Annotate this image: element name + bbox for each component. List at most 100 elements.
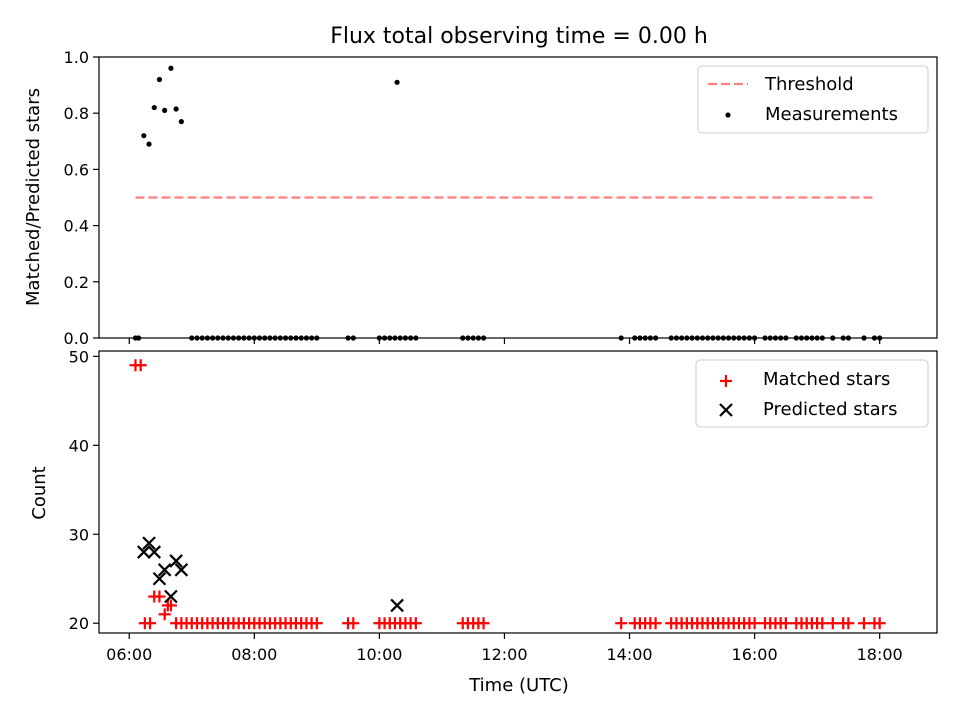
top-y-ticks: 0.0 0.2 0.4 0.6 0.8 1.0 (64, 48, 99, 348)
matched-star-point (409, 617, 422, 630)
measurement-point (830, 335, 836, 341)
measurement-point (225, 335, 231, 341)
predicted-star-point (164, 589, 178, 604)
matched-star-point (477, 617, 490, 630)
x-tick-label: 18:00 (857, 645, 903, 664)
x-tick-label: 06:00 (106, 645, 152, 664)
measurement-point (288, 335, 294, 341)
predicted-star-point (147, 545, 162, 559)
matched-star-point (164, 599, 177, 612)
measurement-point (210, 335, 216, 341)
bottom-x-ticks: 06:00 08:00 10:00 12:00 14:00 16:00 18:00 (106, 633, 903, 664)
measurement-point (394, 79, 400, 85)
measurement-point (204, 335, 210, 341)
measurement-point (309, 335, 315, 341)
measurement-point (632, 335, 638, 341)
measurement-point (751, 335, 758, 341)
measurement-point (314, 335, 320, 341)
measurement-point (215, 335, 221, 341)
measurement-point (481, 335, 487, 341)
measurement-point (256, 335, 263, 341)
measurement-point (387, 335, 393, 341)
measurement-point (668, 335, 674, 341)
measurement-point (845, 335, 852, 341)
legend-measurements-swatch (725, 112, 731, 118)
legend-threshold-label: Threshold (764, 74, 854, 95)
measurement-point (736, 335, 742, 341)
top-y-tick-label: 0.6 (64, 160, 89, 179)
measurement-point (173, 106, 179, 112)
legend-predicted-swatch (719, 403, 733, 417)
measurement-point (267, 335, 273, 341)
matched-star-point (134, 359, 147, 372)
bottom-axes-frame (98, 350, 938, 634)
top-y-tick-label: 0.4 (64, 217, 89, 236)
predicted-star-stroke (169, 554, 183, 568)
measurement-point (840, 335, 846, 341)
measurement-point (146, 141, 152, 147)
bottom-axes: 20 30 40 50 06:00 08:00 10:00 12:00 14:00 16:00 1… (29, 347, 938, 696)
top-y-axis-label: Matched/Predicted stars (23, 88, 44, 306)
legend-matched-swatch (720, 375, 732, 387)
matched-star-point (816, 617, 829, 630)
predicted-star-stroke (142, 536, 156, 550)
measurement-point (350, 335, 356, 341)
measurement-point (194, 335, 200, 341)
measurement-point (679, 335, 685, 341)
measurement-point (710, 335, 716, 341)
predicted-star-stroke (147, 545, 162, 559)
measurement-point (725, 335, 732, 341)
bottom-legend-box (695, 359, 929, 428)
predicted-star-point (152, 571, 167, 586)
measurement-point (778, 335, 784, 341)
matched-star-point (826, 617, 839, 630)
matched-star-point (347, 617, 360, 630)
predicted-star-point (137, 545, 151, 559)
measurement-point (809, 335, 815, 341)
x-tick-label: 14:00 (606, 645, 652, 664)
x-axis-label: Time (UTC) (468, 675, 569, 696)
top-axes: 0.0 0.2 0.4 0.6 0.8 1.0 Matched/Predicted sta… (23, 48, 938, 348)
predicted-star-point (142, 536, 156, 550)
top-legend: Threshold Measurements (697, 65, 929, 134)
measurement-point (136, 335, 142, 341)
predicted-star-stroke (152, 571, 167, 586)
bottom-y-tick-label: 50 (69, 347, 89, 366)
measurement-point (877, 335, 883, 341)
measurement-point (178, 119, 184, 125)
measurement-point (241, 335, 247, 341)
measurement-point (741, 335, 747, 341)
measurement-point (151, 104, 157, 111)
matched-star-point (649, 617, 662, 630)
bottom-y-axis-label: Count (29, 466, 50, 519)
matched-star-point (858, 617, 871, 630)
measurement-point (804, 335, 810, 341)
top-legend-box (697, 65, 929, 134)
measurement-point (783, 335, 789, 341)
measurement-point (392, 335, 398, 341)
matched-star-point (158, 608, 171, 621)
predicted-stars-points (137, 536, 404, 613)
matched-star-point (310, 617, 323, 630)
bottom-y-ticks: 20 30 40 50 (69, 347, 99, 633)
matched-star-point (842, 617, 855, 630)
measurement-point (618, 335, 624, 341)
top-y-tick-label: 0.0 (64, 329, 89, 348)
measurement-point (413, 335, 419, 341)
measurement-point (689, 335, 695, 341)
measurement-point (762, 335, 768, 341)
measurement-point (277, 335, 283, 341)
predicted-star-stroke (157, 563, 172, 577)
predicted-star-point (169, 554, 183, 568)
measurement-point (861, 335, 867, 341)
measurement-point (381, 335, 388, 341)
measurement-point (168, 65, 174, 71)
matched-star-point (748, 617, 761, 630)
legend-measurements-label: Measurements (765, 104, 898, 125)
matched-star-point (873, 617, 886, 630)
matched-star-point (779, 617, 792, 630)
measurement-point (345, 335, 351, 341)
predicted-star-point (390, 598, 404, 613)
measurement-point (746, 335, 752, 341)
